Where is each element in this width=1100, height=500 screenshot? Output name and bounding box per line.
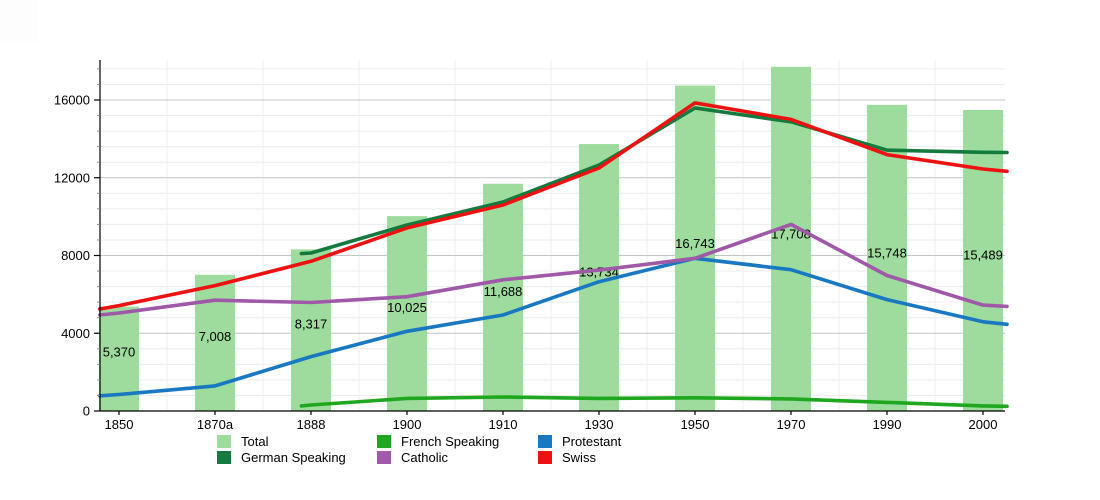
legend-swatch — [217, 435, 231, 448]
bar-total — [483, 183, 523, 411]
bar-value-label: 7,008 — [199, 329, 232, 344]
bar-value-label: 5,370 — [103, 345, 136, 360]
bar-labels: 5,3707,0088,31710,02511,68813,73416,7431… — [103, 227, 1003, 360]
x-tick-label: 1950 — [681, 417, 710, 432]
legend-label: Catholic — [401, 449, 448, 465]
chart-legend: Total French Speaking Protestant German Spe… — [0, 0, 1100, 464]
bar-value-label: 15,489 — [963, 248, 1003, 263]
legend-label: French Speaking — [401, 433, 500, 449]
axis-tick-labels: 0 4000 8000 12000 16000 1850 1870a 1888 1900 1910… — [54, 93, 998, 433]
gridlines-major — [100, 99, 1005, 334]
y-tick-label: 16000 — [54, 93, 90, 108]
x-tick-label: 1990 — [873, 417, 902, 432]
bar-value-label: 10,025 — [387, 300, 427, 315]
legend-swatch — [377, 451, 391, 464]
bar-total — [675, 85, 715, 412]
legend-swatch — [217, 451, 231, 464]
legend-swatch — [538, 451, 552, 464]
y-tick-label: 8000 — [61, 248, 90, 263]
gridlines-minor — [100, 60, 1005, 411]
x-tick-label: 1970 — [777, 417, 806, 432]
x-tick-label: 1850 — [105, 417, 134, 432]
line-catholic — [98, 222, 1009, 317]
x-tick-label: 1900 — [393, 417, 422, 432]
legend-item-french-speaking: French Speaking — [377, 434, 499, 449]
x-tick-label: 2000 — [969, 417, 998, 432]
bar-total — [963, 109, 1003, 412]
bar-value-label: 15,748 — [867, 245, 907, 260]
bar-value-label: 8,317 — [295, 316, 328, 331]
legend-label: Total — [241, 433, 269, 449]
legend-item-swiss: Swiss — [538, 450, 596, 465]
bar-value-label: 11,688 — [484, 284, 523, 299]
x-tick-label: 1870a — [197, 417, 234, 432]
legend-label: German Speaking — [241, 449, 346, 465]
y-tick-label: 12000 — [54, 170, 90, 185]
y-tick-label: 4000 — [61, 326, 90, 341]
bar-total — [291, 249, 331, 411]
line-protestant — [98, 256, 1009, 398]
legend-label: Protestant — [562, 433, 622, 449]
x-tick-label: 1910 — [489, 417, 518, 432]
bar-value-label: 16,743 — [675, 236, 715, 251]
background-artifact — [0, 0, 38, 42]
legend-swatch — [377, 435, 391, 448]
x-tick-label: 1888 — [297, 417, 326, 432]
bar-total — [387, 216, 427, 411]
legend-swatch — [538, 435, 552, 448]
y-tick-label: 0 — [83, 404, 90, 419]
legend-item-total: Total — [217, 434, 268, 449]
legend-label: Swiss — [562, 449, 596, 465]
legend-item-protestant: Protestant — [538, 434, 621, 449]
legend-item-german-speaking: German Speaking — [217, 450, 346, 465]
line-swiss — [98, 101, 1009, 311]
lines — [98, 101, 1009, 409]
legend-item-catholic: Catholic — [377, 450, 448, 465]
line-french-speaking — [299, 395, 1009, 409]
axes — [94, 60, 1005, 415]
x-tick-label: 1930 — [585, 417, 614, 432]
